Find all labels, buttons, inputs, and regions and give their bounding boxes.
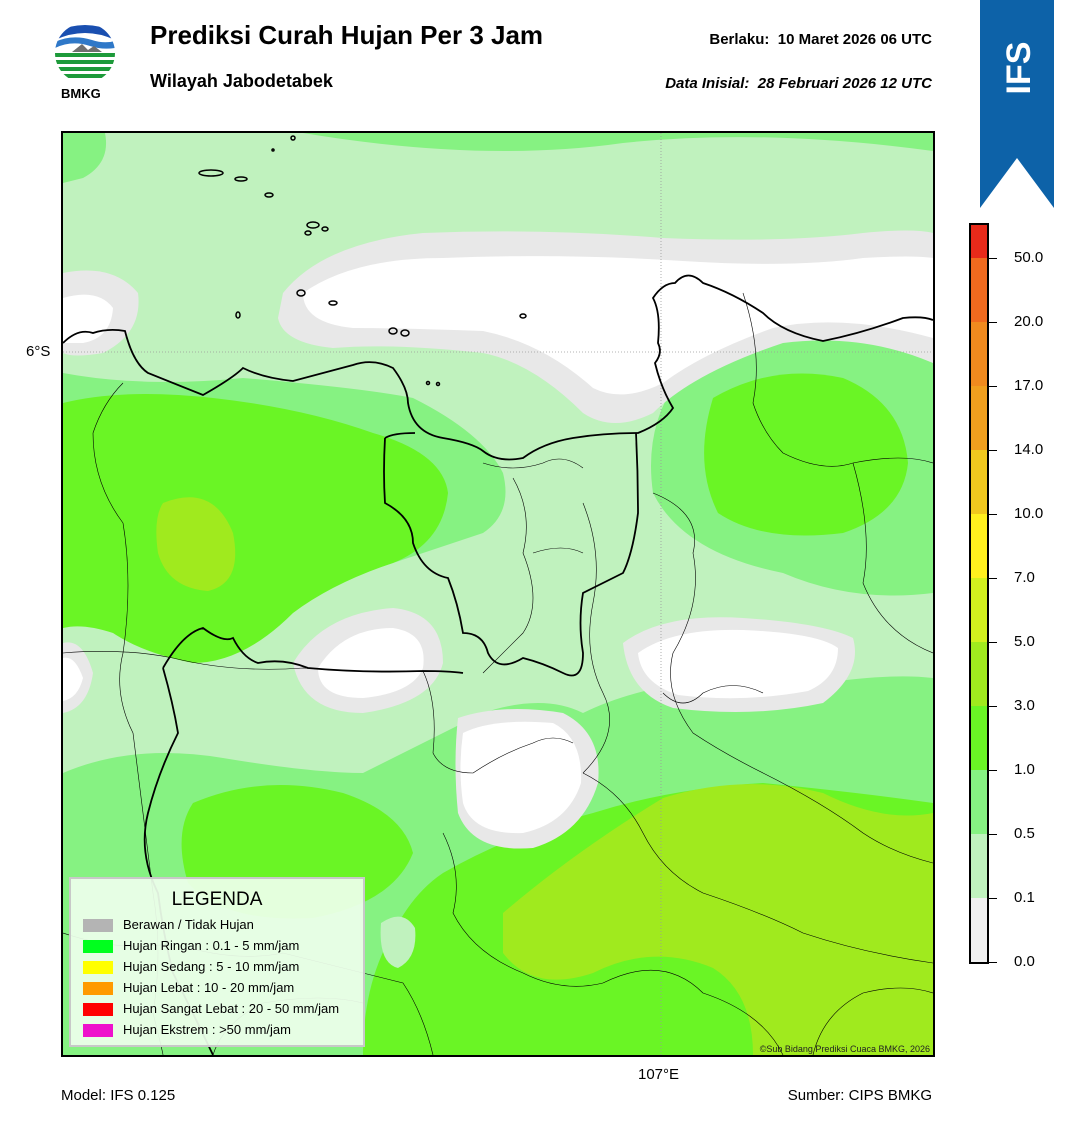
rain-zone-0-5 <box>303 133 933 151</box>
colorbar-tick <box>989 450 997 451</box>
legend-label: Hujan Lebat : 10 - 20 mm/jam <box>123 980 295 995</box>
colorbar-tick <box>989 834 997 835</box>
bmkg-logo <box>55 23 115 78</box>
region-subtitle: Wilayah Jabodetabek <box>150 71 333 91</box>
colorbar-tick-label: 1.0 <box>1014 761 1035 778</box>
init-time-label: Data Inisial: <box>665 75 750 92</box>
colorbar-tick-label: 17.0 <box>1014 377 1044 394</box>
colorbar-segment <box>971 258 987 322</box>
colorbar-tick-label: 3.0 <box>1014 697 1035 714</box>
legend-label: Hujan Sangat Lebat : 20 - 50 mm/jam <box>123 1001 340 1016</box>
banner-text: IFS <box>1000 42 1038 95</box>
colorbar-tick <box>989 962 997 963</box>
colorbar-tick <box>989 898 997 899</box>
init-time-value: 28 Februari 2026 12 UTC <box>757 75 932 92</box>
valid-time: Berlaku: 10 Maret 2026 06 UTC <box>709 31 932 48</box>
colorbar-tick <box>989 578 997 579</box>
ifs-banner: IFS <box>980 0 1054 208</box>
source-label: Sumber: CIPS BMKG <box>787 1087 932 1104</box>
colorbar-tick <box>989 322 997 323</box>
legend-label: Hujan Ekstrem : >50 mm/jam <box>123 1022 291 1037</box>
colorbar-tick <box>989 770 997 771</box>
rain-zone-3-5 <box>156 497 236 591</box>
colorbar-tick <box>989 706 997 707</box>
legend-label: Hujan Sedang : 5 - 10 mm/jam <box>123 959 300 974</box>
colorbar-tick <box>989 514 997 515</box>
legend-item: Hujan Sangat Lebat : 20 - 50 mm/jam <box>83 1001 339 1017</box>
rain-zone-3-5 <box>503 784 933 1055</box>
init-time: Data Inisial: 28 Februari 2026 12 UTC <box>665 75 932 92</box>
longitude-label: 107°E <box>638 1066 680 1083</box>
legend-swatch <box>83 940 113 954</box>
logo-text: BMKG <box>61 86 101 101</box>
colorbar-tick <box>989 258 997 259</box>
rain-zone-1-3 <box>63 394 448 663</box>
colorbar-tick-label: 14.0 <box>1014 441 1044 458</box>
colorbar-tick-label: 5.0 <box>1014 633 1035 650</box>
valid-time-label: Berlaku: <box>709 31 770 48</box>
legend-box: LEGENDA Berawan / Tidak Hujan Hujan Ring… <box>69 877 365 1047</box>
colorbar-segment <box>971 578 987 642</box>
colorbar-segment <box>971 225 987 258</box>
copyright-text: ©Sub Bidang Prediksi Cuaca BMKG, 2026 <box>759 1044 930 1054</box>
colorbar-segment <box>971 322 987 386</box>
legend-swatch <box>83 982 113 996</box>
colorbar-tick-label: 0.1 <box>1014 889 1035 906</box>
page-title: Prediksi Curah Hujan Per 3 Jam <box>150 20 544 50</box>
latitude-label: 6°S <box>26 343 51 360</box>
colorbar-tick-label: 0.0 <box>1014 953 1035 970</box>
colorbar-segment <box>971 834 987 898</box>
legend-item: Hujan Sedang : 5 - 10 mm/jam <box>83 959 299 975</box>
colorbar-tick-label: 0.5 <box>1014 825 1035 842</box>
colorbar-tick-label: 20.0 <box>1014 313 1044 330</box>
legend-swatch <box>83 1003 113 1017</box>
legend-swatch <box>83 919 113 933</box>
legend-swatch <box>83 961 113 975</box>
no-rain-zone <box>460 721 582 834</box>
islands <box>198 135 527 387</box>
colorbar-tick-label: 7.0 <box>1014 569 1035 586</box>
colorbar-segment <box>971 898 987 962</box>
coastline <box>63 274 933 461</box>
colorbar-tick-label: 50.0 <box>1014 249 1044 266</box>
legend-swatch <box>83 1024 113 1038</box>
legend-title: LEGENDA <box>171 889 263 910</box>
no-rain-zone <box>303 256 933 395</box>
colorbar-segment <box>971 642 987 706</box>
no-rain-zone <box>63 657 83 701</box>
no-rain-zone <box>638 629 838 699</box>
legend-label: Hujan Ringan : 0.1 - 5 mm/jam <box>123 938 300 953</box>
colorbar-tick-label: 10.0 <box>1014 505 1044 522</box>
valid-time-value: 10 Maret 2026 06 UTC <box>777 31 932 48</box>
colorbar-segment <box>971 386 987 450</box>
legend-item: Hujan Ringan : 0.1 - 5 mm/jam <box>83 938 299 954</box>
colorbar-tick <box>989 386 997 387</box>
colorbar-segment <box>971 514 987 578</box>
colorbar <box>969 223 989 964</box>
model-label: Model: IFS 0.125 <box>61 1087 176 1104</box>
rain-zone-0-1-0-5 <box>380 916 416 968</box>
legend-item: Berawan / Tidak Hujan <box>83 917 254 933</box>
colorbar-segment <box>971 706 987 770</box>
legend-label: Berawan / Tidak Hujan <box>123 917 254 932</box>
no-rain-zone <box>318 628 424 698</box>
colorbar-tick <box>989 642 997 643</box>
legend-item: Hujan Ekstrem : >50 mm/jam <box>83 1022 291 1038</box>
legend-item: Hujan Lebat : 10 - 20 mm/jam <box>83 980 294 996</box>
rain-zone-0-5 <box>63 133 107 183</box>
colorbar-segment <box>971 770 987 834</box>
colorbar-segment <box>971 450 987 514</box>
rain-zone-1-3 <box>704 373 908 536</box>
